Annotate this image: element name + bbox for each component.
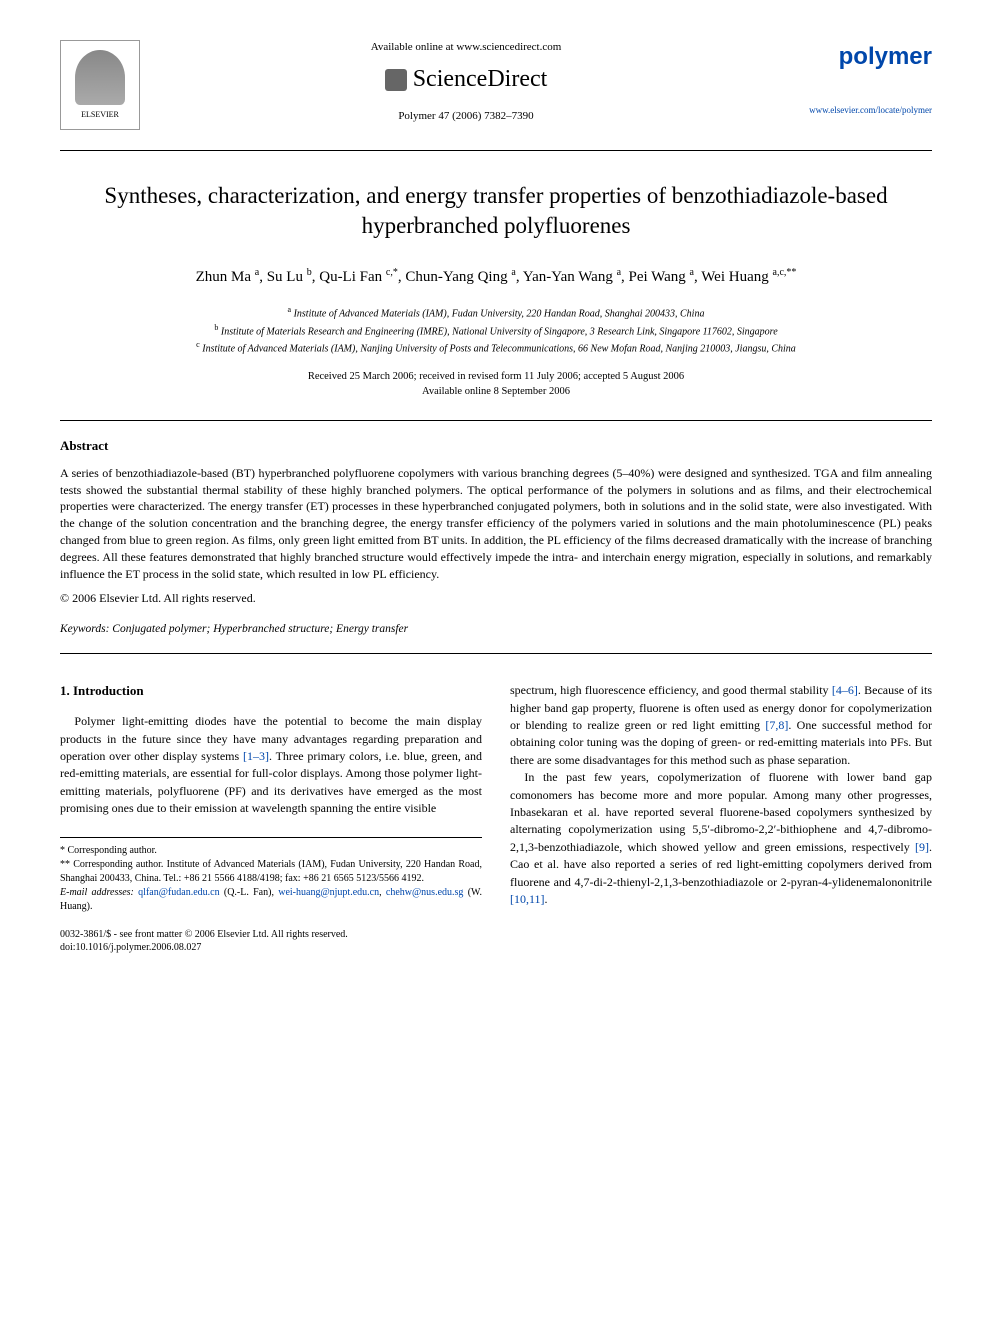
journal-url[interactable]: www.elsevier.com/locate/polymer [792, 104, 932, 117]
two-column-body: 1. Introduction Polymer light-emitting d… [60, 682, 932, 914]
intro-heading: 1. Introduction [60, 682, 482, 701]
center-header: Available online at www.sciencedirect.co… [140, 40, 792, 124]
abstract-top-rule [60, 420, 932, 421]
author-list: Zhun Ma a, Su Lu b, Qu-Li Fan c,*, Chun-… [100, 265, 892, 289]
email-2[interactable]: wei-huang@njupt.edu.cn [278, 887, 379, 898]
corr-author-1: * Corresponding author. [60, 844, 482, 858]
doi-text: doi:10.1016/j.polymer.2006.08.027 [60, 941, 932, 954]
affiliation-c: c Institute of Advanced Materials (IAM),… [90, 339, 902, 356]
left-column: 1. Introduction Polymer light-emitting d… [60, 682, 482, 914]
journal-name: polymer [792, 40, 932, 74]
elsevier-logo: ELSEVIER [60, 40, 140, 130]
intro-para-3: In the past few years, copolymerization … [510, 769, 932, 908]
elsevier-tree-icon [75, 50, 125, 105]
affiliation-b: b Institute of Materials Research and En… [90, 322, 902, 339]
header-rule [60, 150, 932, 151]
online-date: Available online 8 September 2006 [60, 385, 932, 400]
sciencedirect-label: ScienceDirect [413, 63, 548, 97]
received-date: Received 25 March 2006; received in revi… [60, 370, 932, 385]
keywords-line: Keywords: Conjugated polymer; Hyperbranc… [60, 621, 932, 637]
sciencedirect-brand: ScienceDirect [160, 63, 772, 97]
sciencedirect-icon [385, 69, 407, 91]
footnotes-block: * Corresponding author. ** Corresponding… [60, 837, 482, 914]
email-1-name: (Q.-L. Fan), [224, 887, 274, 898]
affiliation-a: a Institute of Advanced Materials (IAM),… [90, 304, 902, 321]
right-column: spectrum, high fluorescence efficiency, … [510, 682, 932, 914]
email-1[interactable]: qlfan@fudan.edu.cn [138, 887, 219, 898]
abstract-body: A series of benzothiadiazole-based (BT) … [60, 465, 932, 583]
abstract-heading: Abstract [60, 437, 932, 455]
elsevier-label: ELSEVIER [81, 109, 119, 120]
front-matter-line: 0032-3861/$ - see front matter © 2006 El… [60, 928, 932, 954]
article-title: Syntheses, characterization, and energy … [100, 181, 892, 241]
abstract-copyright: © 2006 Elsevier Ltd. All rights reserved… [60, 590, 932, 607]
email-line: E-mail addresses: qlfan@fudan.edu.cn (Q.… [60, 886, 482, 914]
emails-label: E-mail addresses: [60, 887, 134, 898]
article-dates: Received 25 March 2006; received in revi… [60, 370, 932, 399]
affiliations: a Institute of Advanced Materials (IAM),… [90, 304, 902, 356]
email-3[interactable]: chehw@nus.edu.sg [386, 887, 464, 898]
available-online-text: Available online at www.sciencedirect.co… [160, 40, 772, 55]
keywords-text: Conjugated polymer; Hyperbranched struct… [112, 623, 408, 635]
corr-author-2: ** Corresponding author. Institute of Ad… [60, 858, 482, 886]
journal-reference: Polymer 47 (2006) 7382–7390 [160, 109, 772, 124]
abstract-bottom-rule [60, 653, 932, 654]
intro-para-2: spectrum, high fluorescence efficiency, … [510, 682, 932, 769]
journal-logo-block: polymer www.elsevier.com/locate/polymer [792, 40, 932, 116]
keywords-label: Keywords: [60, 623, 109, 635]
front-matter-text: 0032-3861/$ - see front matter © 2006 El… [60, 928, 932, 941]
header-row: ELSEVIER Available online at www.science… [60, 40, 932, 130]
intro-para-1: Polymer light-emitting diodes have the p… [60, 713, 482, 817]
